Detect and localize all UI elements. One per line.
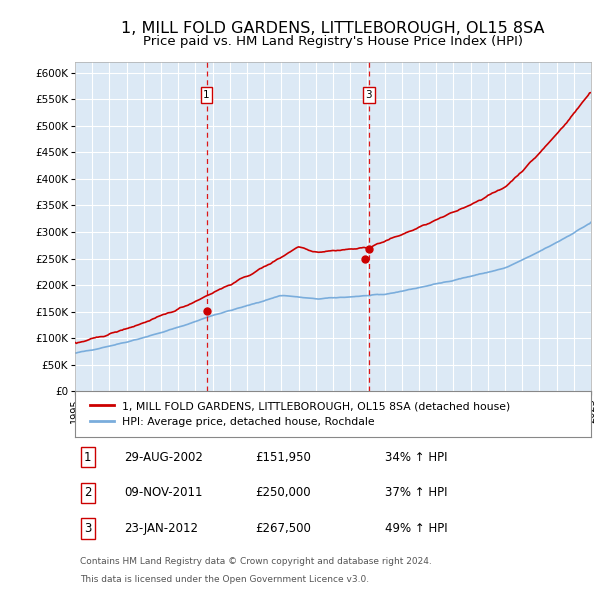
Text: 23-JAN-2012: 23-JAN-2012	[124, 522, 198, 535]
Text: 37% ↑ HPI: 37% ↑ HPI	[385, 486, 447, 499]
Text: 2: 2	[84, 486, 92, 499]
Text: £151,950: £151,950	[256, 451, 311, 464]
Text: 29-AUG-2002: 29-AUG-2002	[124, 451, 203, 464]
Text: £267,500: £267,500	[256, 522, 311, 535]
Text: 34% ↑ HPI: 34% ↑ HPI	[385, 451, 447, 464]
Text: 1, MILL FOLD GARDENS, LITTLEBOROUGH, OL15 8SA: 1, MILL FOLD GARDENS, LITTLEBOROUGH, OL1…	[121, 21, 545, 35]
Text: Contains HM Land Registry data © Crown copyright and database right 2024.: Contains HM Land Registry data © Crown c…	[80, 558, 432, 566]
Text: 49% ↑ HPI: 49% ↑ HPI	[385, 522, 447, 535]
Text: 3: 3	[365, 90, 372, 100]
Text: £250,000: £250,000	[256, 486, 311, 499]
Text: 1: 1	[203, 90, 210, 100]
Text: 09-NOV-2011: 09-NOV-2011	[124, 486, 203, 499]
Text: 3: 3	[84, 522, 92, 535]
Legend: 1, MILL FOLD GARDENS, LITTLEBOROUGH, OL15 8SA (detached house), HPI: Average pri: 1, MILL FOLD GARDENS, LITTLEBOROUGH, OL1…	[86, 397, 515, 431]
Text: Price paid vs. HM Land Registry's House Price Index (HPI): Price paid vs. HM Land Registry's House …	[143, 35, 523, 48]
Text: This data is licensed under the Open Government Licence v3.0.: This data is licensed under the Open Gov…	[80, 575, 369, 584]
Text: 1: 1	[84, 451, 92, 464]
